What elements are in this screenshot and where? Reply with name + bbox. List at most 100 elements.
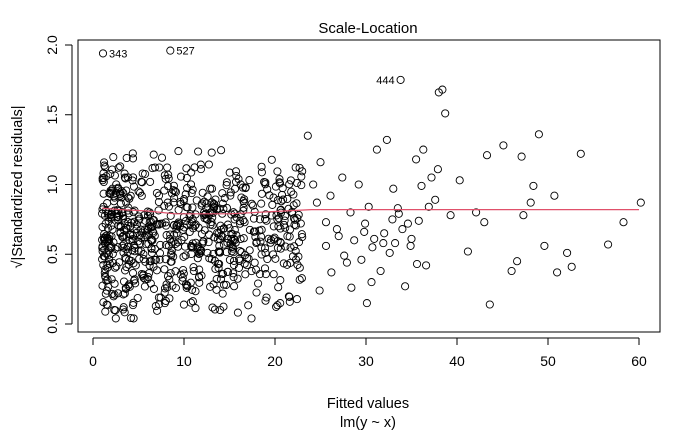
data-point: [388, 215, 397, 224]
data-point: [100, 158, 109, 167]
data-point: [133, 293, 142, 303]
data-point: [207, 198, 216, 207]
data-point: [107, 275, 116, 284]
data-point: [182, 283, 191, 292]
data-point: [101, 289, 110, 298]
data-point: [132, 220, 141, 229]
data-point: [241, 270, 250, 279]
data-point: [100, 252, 109, 261]
data-point: [129, 259, 138, 268]
data-point: [283, 194, 292, 203]
data-point: [263, 185, 272, 194]
data-point: [198, 188, 207, 197]
data-point: [287, 207, 297, 217]
data-point: [215, 235, 225, 244]
data-point: [172, 229, 181, 238]
data-point: [297, 230, 306, 239]
data-point: [278, 184, 287, 193]
data-point: [208, 221, 217, 230]
data-point: [273, 301, 282, 310]
data-point: [229, 208, 238, 217]
data-point: [285, 297, 294, 306]
data-point: [115, 258, 124, 267]
data-point: [104, 282, 113, 291]
data-point: [332, 225, 341, 234]
data-point: [151, 302, 160, 311]
data-point: [100, 161, 109, 170]
data-point: [153, 306, 162, 315]
y-tick-label: 0.5: [44, 244, 60, 264]
data-point: [340, 251, 349, 260]
data-point: [200, 208, 209, 217]
data-point: [472, 208, 481, 217]
data-point: [385, 248, 394, 257]
data-point: [181, 251, 190, 260]
data-point: [187, 249, 196, 259]
data-point: [139, 250, 148, 259]
data-point: [171, 267, 180, 276]
x-tick-label: 20: [267, 353, 283, 369]
data-point: [225, 255, 234, 264]
data-point: [181, 242, 190, 251]
data-point: [193, 254, 202, 263]
data-point: [101, 265, 110, 274]
data-point: [186, 298, 195, 307]
data-point: [158, 219, 167, 228]
data-point: [146, 210, 155, 219]
data-point: [275, 175, 284, 184]
data-point: [209, 280, 218, 289]
data-point: [270, 233, 279, 242]
data-point: [112, 180, 121, 189]
data-point: [229, 260, 238, 270]
data-point: [160, 284, 170, 293]
data-point: [197, 201, 206, 210]
data-point: [136, 188, 145, 197]
data-point: [180, 233, 189, 242]
data-point: [129, 182, 138, 191]
data-point: [364, 202, 373, 211]
data-point: [219, 224, 228, 233]
data-point: [134, 187, 143, 196]
data-point: [125, 280, 134, 289]
data-point: [265, 191, 274, 200]
y-axis: 0.0 0.5 1.0 1.5 2.0: [44, 35, 73, 334]
data-point: [151, 255, 160, 264]
data-point: [170, 194, 179, 203]
data-point: [261, 248, 270, 257]
data-point: [98, 247, 107, 256]
data-point: [129, 208, 138, 217]
data-point: [108, 225, 117, 234]
data-point: [540, 241, 549, 250]
point-label: 343: [109, 48, 127, 60]
data-point: [412, 155, 421, 164]
data-point: [197, 246, 206, 255]
data-point: [284, 292, 293, 301]
data-point: [272, 302, 281, 311]
data-point: [166, 230, 175, 239]
data-point: [155, 163, 164, 172]
data-point: [176, 172, 186, 181]
data-point: [226, 188, 235, 197]
data-point: [396, 75, 405, 84]
data-point: [534, 130, 543, 139]
data-point: [149, 284, 159, 293]
data-point: [276, 208, 286, 217]
data-point: [513, 257, 522, 266]
data-point: [636, 198, 645, 207]
data-point: [164, 174, 173, 183]
data-point: [186, 219, 195, 229]
data-point: [214, 264, 223, 273]
y-tick-label: 1.5: [44, 105, 60, 125]
data-point: [194, 273, 204, 282]
data-point: [289, 214, 299, 223]
data-point: [414, 216, 423, 225]
data-point: [188, 297, 197, 306]
data-point: [234, 174, 243, 184]
data-point: [261, 270, 270, 279]
data-point: [163, 182, 173, 191]
data-point: [218, 199, 227, 208]
data-point: [244, 301, 253, 310]
data-point: [116, 162, 125, 171]
data-point: [122, 262, 131, 272]
